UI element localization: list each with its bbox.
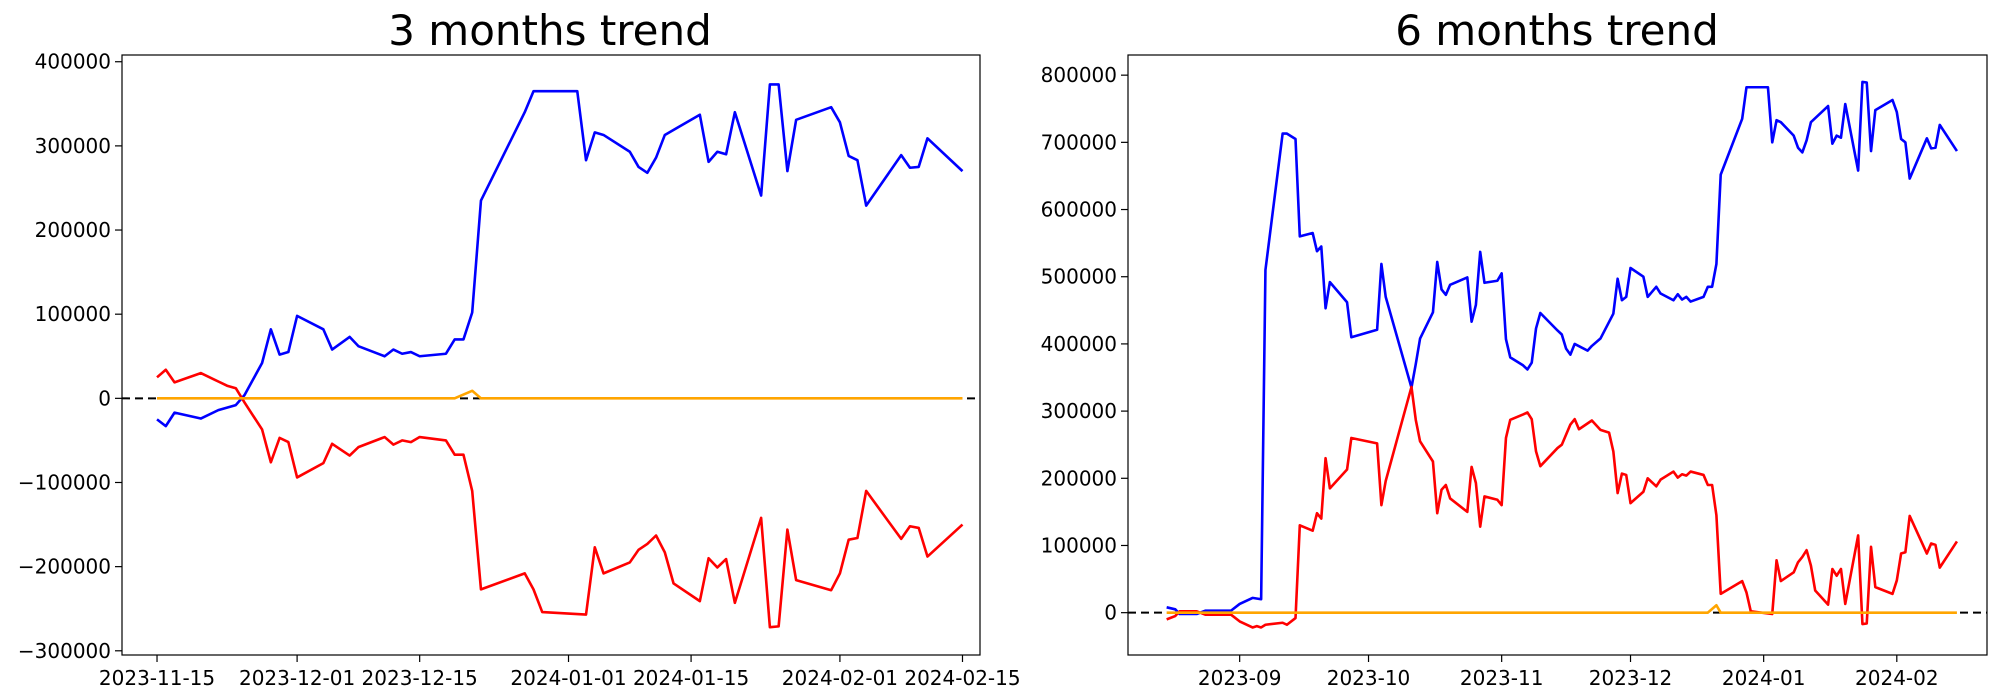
y-tick-label: 100000 (1041, 533, 1117, 557)
y-tick-label: 0 (98, 386, 111, 410)
chart-title: 6 months trend (1395, 6, 1719, 55)
chart-6-months-trend: 6 months trend 0 100000 200000 300000 400000… (1041, 6, 1988, 690)
y-tick-label: 800000 (1041, 63, 1117, 87)
y-tick-label: −100000 (18, 470, 111, 494)
plot-frame (121, 54, 981, 656)
chart-title: 3 months trend (388, 6, 712, 55)
y-tick-label: 600000 (1041, 198, 1117, 222)
y-tick-label: 300000 (35, 134, 111, 158)
x-tick-label: 2023-12 (1589, 666, 1673, 690)
y-tick-label: 200000 (1041, 466, 1117, 490)
x-tick-label: 2023-11 (1460, 666, 1544, 690)
y-tick-label: 300000 (1041, 399, 1117, 423)
x-tick-label: 2024-02 (1855, 666, 1939, 690)
series-line-0 (1166, 80, 1959, 616)
x-tick-label: 2024-01-01 (510, 666, 626, 690)
series-line-1 (156, 368, 964, 629)
series-line-2 (1166, 603, 1957, 614)
y-tick-label: 400000 (1041, 332, 1117, 356)
series-line-0 (156, 83, 964, 428)
series-line-2 (157, 389, 963, 400)
chart-3-months-trend: 3 months trend −300000 −200000 −100000 0 100… (18, 6, 1021, 690)
x-tick-label: 2023-09 (1198, 666, 1282, 690)
y-tick-label: 400000 (35, 50, 111, 74)
x-tick-label: 2023-10 (1327, 666, 1411, 690)
x-tick-label: 2024-02-01 (782, 666, 898, 690)
y-tick-label: −200000 (18, 555, 111, 579)
y-tick-label: 100000 (35, 302, 111, 326)
x-tick-label: 2024-01-15 (633, 666, 749, 690)
x-tick-label: 2024-02-15 (904, 666, 1020, 690)
x-tick-label: 2023-12-01 (239, 666, 355, 690)
y-tick-label: 200000 (35, 218, 111, 242)
x-tick-label: 2023-12-15 (362, 666, 478, 690)
plot-frame (1127, 54, 1988, 656)
x-tick-label: 2024-01 (1722, 666, 1806, 690)
y-tick-label: 0 (1104, 601, 1117, 625)
series-line-1 (1166, 385, 1959, 629)
x-tick-label: 2023-11-15 (99, 666, 215, 690)
y-tick-label: 700000 (1041, 130, 1117, 154)
y-tick-label: −300000 (18, 639, 111, 663)
y-tick-label: 500000 (1041, 265, 1117, 289)
